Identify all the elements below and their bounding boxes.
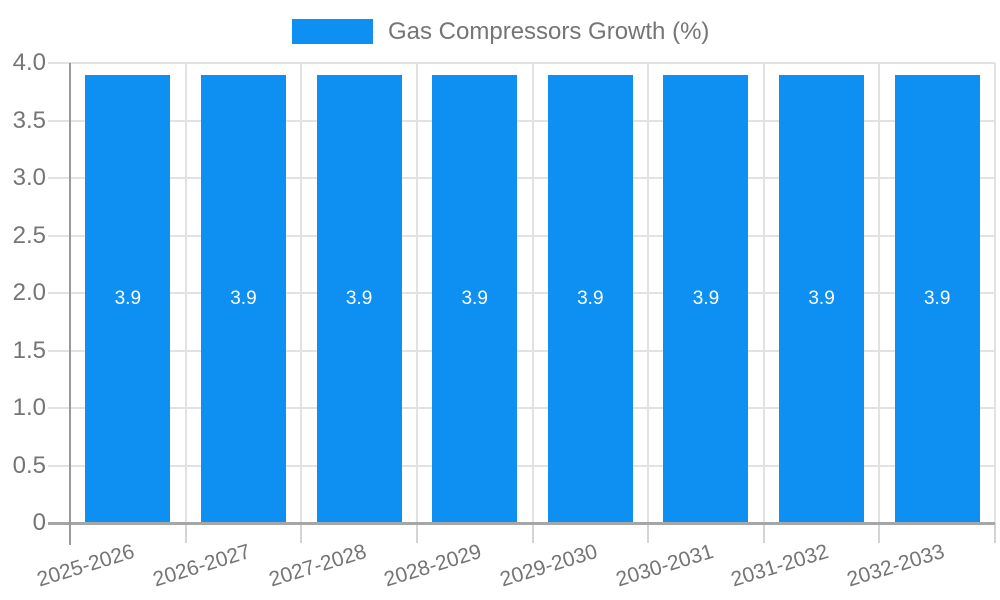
x-category-label: 2028-2029 <box>381 540 485 592</box>
x-category-label: 2029-2030 <box>497 540 601 592</box>
bar-value-label: 3.9 <box>577 287 604 309</box>
legend-swatch <box>292 19 373 44</box>
legend-item[interactable]: Gas Compressors Growth (%) <box>292 18 709 45</box>
bar-value-label: 3.9 <box>692 287 720 309</box>
h-gridline <box>48 177 995 179</box>
x-category-label: 2031-2032 <box>728 540 832 592</box>
v-gridline <box>762 63 765 523</box>
x-category-label: 2026-2027 <box>150 540 254 592</box>
h-gridline <box>48 349 995 352</box>
bar-value-label: 3.9 <box>461 287 488 309</box>
y-axis-tick-label: 3.0 <box>12 164 46 191</box>
bar[interactable] <box>547 74 633 523</box>
x-axis-tick <box>300 523 303 543</box>
bar[interactable] <box>779 74 865 523</box>
v-gridline <box>531 63 534 523</box>
bar[interactable] <box>316 74 402 523</box>
x-category-label: 2032-2033 <box>844 540 947 592</box>
y-axis-tick-label: 0 <box>32 509 46 536</box>
v-gridline <box>184 63 187 523</box>
v-gridline <box>647 63 650 523</box>
x-axis-tick <box>415 523 418 543</box>
bar[interactable] <box>200 74 286 523</box>
bar-value-label: 3.9 <box>923 287 951 309</box>
v-gridline <box>878 63 881 523</box>
bar[interactable] <box>663 74 749 523</box>
h-gridline <box>48 464 995 467</box>
bar-value-label: 3.9 <box>230 287 257 309</box>
legend-label: Gas Compressors Growth (%) <box>388 17 710 45</box>
y-axis-tick-label: 3.5 <box>12 106 46 134</box>
h-gridline <box>48 234 995 237</box>
v-gridline <box>415 63 418 523</box>
bar[interactable] <box>432 74 518 523</box>
y-axis-tick-label: 2.0 <box>12 279 46 306</box>
bar[interactable] <box>85 74 171 523</box>
v-gridline <box>994 63 996 523</box>
h-gridline <box>48 407 995 409</box>
bar[interactable] <box>894 74 980 523</box>
x-category-label: 2027-2028 <box>266 540 369 592</box>
y-axis-tick-label: 1.0 <box>12 394 46 421</box>
x-category-label: 2025-2026 <box>34 540 138 592</box>
y-axis-tick-label: 4.0 <box>12 49 46 76</box>
h-gridline <box>48 292 995 294</box>
bar-value-label: 3.9 <box>114 287 142 309</box>
h-gridline <box>48 119 995 122</box>
x-category-label: 2030-2031 <box>612 540 716 592</box>
bar-value-label: 3.9 <box>345 287 373 309</box>
x-axis-tick <box>994 523 996 543</box>
y-axis-tick-label: 1.5 <box>12 336 46 364</box>
x-axis-baseline <box>48 522 995 525</box>
x-axis-tick <box>647 523 650 543</box>
bar-value-label: 3.9 <box>808 287 835 309</box>
y-axis-tick-label: 0.5 <box>12 451 46 479</box>
x-axis-tick <box>762 523 765 543</box>
x-axis-tick <box>531 523 534 543</box>
y-axis-tick-label: 2.5 <box>12 221 46 249</box>
h-gridline <box>48 62 995 64</box>
x-axis-tick <box>184 523 187 543</box>
y-axis-line <box>69 63 71 545</box>
x-axis-tick <box>878 523 881 543</box>
v-gridline <box>300 63 303 523</box>
